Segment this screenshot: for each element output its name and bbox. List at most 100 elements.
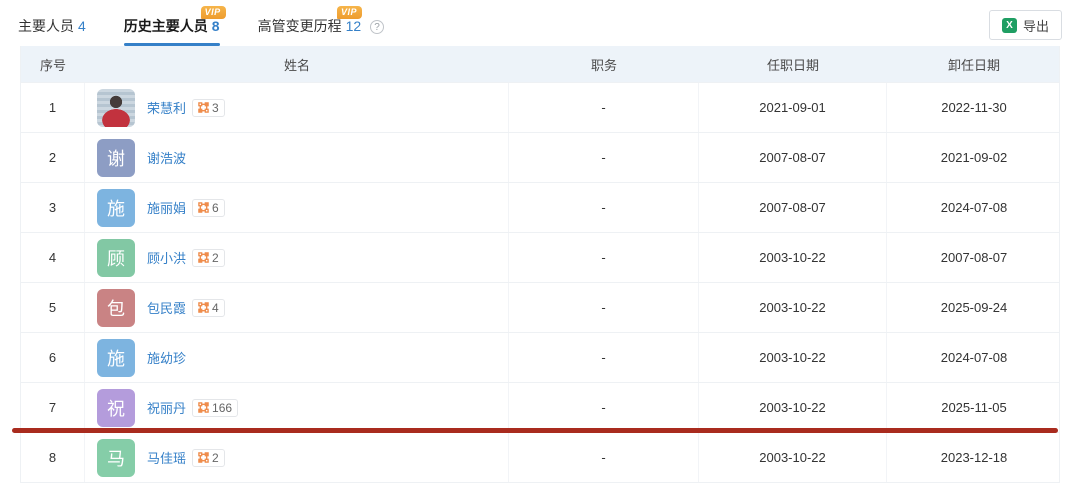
vip-badge: VIP [337, 6, 363, 19]
export-button[interactable]: X 导出 [988, 10, 1062, 40]
relation-graph-icon [198, 102, 209, 113]
name-cell: 施施幼珍 [85, 333, 509, 382]
row-number: 6 [21, 333, 85, 382]
relation-graph-badge[interactable]: 2 [192, 248, 225, 267]
relation-graph-badge[interactable]: 166 [192, 398, 239, 417]
table-row: 5 包包民霞 4 -2003-10-22 2025-09-24 [21, 282, 1059, 332]
relation-graph-icon [198, 302, 209, 313]
excel-icon: X [1001, 17, 1017, 33]
header-name: 姓名 [283, 57, 310, 73]
avatar-letter[interactable]: 谢 [97, 138, 135, 177]
name-cell: 顾顾小洪 2 [85, 233, 509, 282]
position-cell: - [509, 333, 699, 382]
tab-count: 12 [345, 18, 362, 34]
relation-graph-icon [198, 252, 209, 263]
table-row: 7 祝祝丽丹 166 -2003-10-22 2025-11-05 [21, 382, 1059, 432]
row-number: 4 [21, 233, 85, 282]
row-number: 5 [21, 283, 85, 332]
header-end: 卸任日期 [947, 57, 1000, 73]
end-date-cell: 2022-11-30 [941, 100, 1007, 115]
export-button-label: 导出 [1022, 18, 1049, 34]
tab-key-personnel[interactable]: 主要人员 4 [18, 16, 86, 46]
name-cell: 包包民霞 4 [85, 283, 509, 332]
tab-label: 高管变更历程 [257, 18, 342, 34]
tab-label: 主要人员 [18, 18, 74, 34]
position-cell: - [509, 383, 699, 432]
name-cell: 马马佳瑶 2 [85, 433, 509, 482]
tab-historical-key-personnel[interactable]: VIP 历史主要人员 8 [123, 6, 226, 46]
relation-graph-badge[interactable]: 4 [192, 298, 225, 317]
end-date-cell: 2025-11-05 [941, 400, 1007, 415]
relation-count: 6 [212, 200, 219, 215]
header-no: 序号 [39, 57, 66, 73]
row-number: 1 [21, 83, 85, 132]
end-date-cell: 2024-07-08 [940, 350, 1008, 365]
position-cell: - [509, 133, 699, 182]
position-cell: - [509, 83, 699, 132]
person-name-link[interactable]: 马佳瑶 [147, 451, 187, 466]
active-tab-underline [123, 43, 220, 46]
name-cell: 荣慧利 3 [85, 83, 509, 132]
person-name-link[interactable]: 顾小洪 [147, 251, 187, 266]
start-date-cell: 2003-10-22 [699, 283, 887, 332]
start-date-cell: 2003-10-22 [699, 383, 887, 432]
relation-count: 4 [212, 300, 219, 315]
table-row: 4 顾顾小洪 2 -2003-10-22 2007-08-07 [21, 232, 1059, 282]
end-date-cell: 2023-12-18 [940, 450, 1008, 465]
start-date-cell: 2021-09-01 [699, 83, 887, 132]
avatar-letter[interactable]: 施 [97, 188, 135, 227]
person-name-link[interactable]: 施幼珍 [147, 351, 187, 366]
avatar-letter[interactable]: 施 [97, 338, 135, 377]
tabs: 主要人员 4 VIP 历史主要人员 8 VIP 高管变更历程 12 ? [18, 6, 385, 46]
relation-count: 3 [212, 100, 219, 115]
tab-count: 8 [211, 18, 220, 34]
table-row: 3 施施丽娟 6 -2007-08-07 2024-07-08 [21, 182, 1059, 232]
end-date-cell: 2024-07-08 [940, 200, 1008, 215]
avatar-letter[interactable]: 顾 [97, 238, 135, 277]
person-name-link[interactable]: 荣慧利 [147, 101, 187, 116]
table-row: 2 谢谢浩波 -2007-08-07 2021-09-02 [21, 132, 1059, 182]
start-date-cell: 2003-10-22 [699, 433, 887, 482]
name-cell: 谢谢浩波 [85, 133, 509, 182]
personnel-table: 序号 姓名 职务 任职日期 卸任日期 1 荣慧利 3-2021-09-01 2022-… [20, 46, 1060, 483]
table-row: 1 荣慧利 3 -2021-09-01 2022-11-30 [21, 82, 1059, 132]
relation-graph-badge[interactable]: 3 [192, 98, 225, 117]
row-number: 8 [21, 433, 85, 482]
avatar-letter[interactable]: 包 [97, 288, 135, 327]
table-body: 1 荣慧利 3-2021-09-01 2022-11-30 2 谢谢浩波 -2007-08-… [21, 82, 1059, 482]
position-cell: - [509, 433, 699, 482]
person-name-link[interactable]: 包民霞 [147, 301, 187, 316]
relation-graph-icon [198, 402, 209, 413]
position-cell: - [509, 183, 699, 232]
header-position: 职务 [590, 57, 617, 73]
person-name-link[interactable]: 谢浩波 [147, 151, 187, 166]
end-date-cell: 2021-09-02 [940, 150, 1008, 165]
row-number: 2 [21, 133, 85, 182]
position-cell: - [509, 283, 699, 332]
help-question-icon[interactable]: ? [370, 20, 385, 34]
avatar-photo[interactable] [97, 88, 135, 127]
start-date-cell: 2007-08-07 [699, 183, 887, 232]
end-date-cell: 2025-09-24 [940, 300, 1008, 315]
relation-count: 166 [212, 400, 233, 415]
person-name-link[interactable]: 祝丽丹 [147, 401, 187, 416]
person-name-link[interactable]: 施丽娟 [147, 201, 187, 216]
relation-graph-badge[interactable]: 6 [192, 198, 225, 217]
tab-count: 4 [78, 18, 86, 34]
relation-graph-badge[interactable]: 2 [192, 448, 225, 467]
row-number: 7 [21, 383, 85, 432]
start-date-cell: 2003-10-22 [699, 233, 887, 282]
row-number: 3 [21, 183, 85, 232]
tab-label: 历史主要人员 [123, 18, 208, 34]
end-date-cell: 2007-08-07 [940, 250, 1008, 265]
relation-graph-icon [198, 452, 209, 463]
avatar-letter[interactable]: 祝 [97, 388, 135, 427]
relation-count: 2 [212, 250, 219, 265]
relation-graph-icon [198, 202, 209, 213]
red-annotation-line [12, 428, 1058, 433]
table-row: 8 马马佳瑶 2 -2003-10-22 2023-12-18 [21, 432, 1059, 482]
tab-executive-change-history[interactable]: VIP 高管变更历程 12 ? [257, 6, 385, 46]
table-row: 6 施施幼珍 -2003-10-22 2024-07-08 [21, 332, 1059, 382]
avatar-letter[interactable]: 马 [97, 438, 135, 477]
start-date-cell: 2003-10-22 [699, 333, 887, 382]
